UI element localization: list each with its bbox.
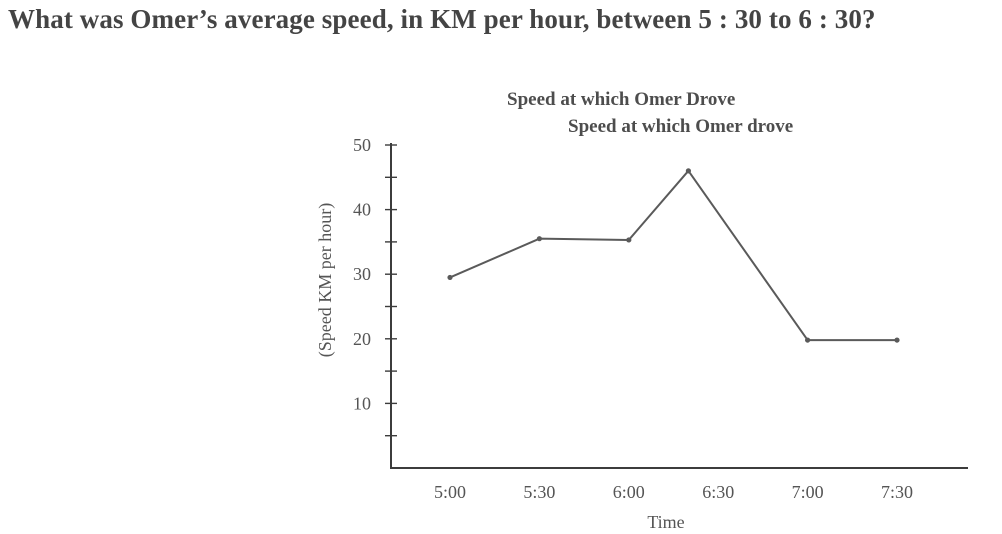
- data-point: [626, 237, 632, 243]
- chart-axes: [385, 143, 968, 469]
- y-tick-label: 30: [353, 264, 371, 284]
- x-tick-label: 7:30: [881, 482, 913, 502]
- data-point: [536, 236, 543, 242]
- x-tick-label: 6:00: [613, 482, 645, 502]
- data-point: [805, 337, 811, 343]
- question-text: What was Omer’s average speed, in KM per…: [8, 4, 876, 34]
- y-axis-label: (Speed KM per hour): [315, 203, 336, 357]
- y-tick-label: 40: [353, 200, 371, 220]
- series-line: [449, 169, 897, 342]
- x-tick-label: 5:00: [434, 482, 466, 502]
- x-axis-label: Time: [647, 512, 684, 532]
- x-tick-label: 7:00: [792, 482, 824, 502]
- data-point: [894, 337, 900, 343]
- y-tick-label: 50: [353, 135, 371, 155]
- x-tick-label: 5:30: [523, 482, 555, 502]
- data-point: [447, 274, 453, 281]
- data-series: [447, 168, 900, 343]
- y-tick-label: 20: [353, 329, 371, 349]
- x-axis-ticks: 5:00 5:30 6:00 6:30 7:00 7:30: [434, 482, 913, 502]
- data-point: [685, 168, 692, 174]
- chart-subtitle: Speed at which Omer drove: [568, 116, 793, 137]
- chart-title: Speed at which Omer Drove: [507, 89, 735, 110]
- x-tick-label: 6:30: [702, 482, 734, 502]
- y-tick-label: 10: [353, 393, 371, 413]
- y-axis-ticks: 10 20 30 40 50: [353, 135, 371, 413]
